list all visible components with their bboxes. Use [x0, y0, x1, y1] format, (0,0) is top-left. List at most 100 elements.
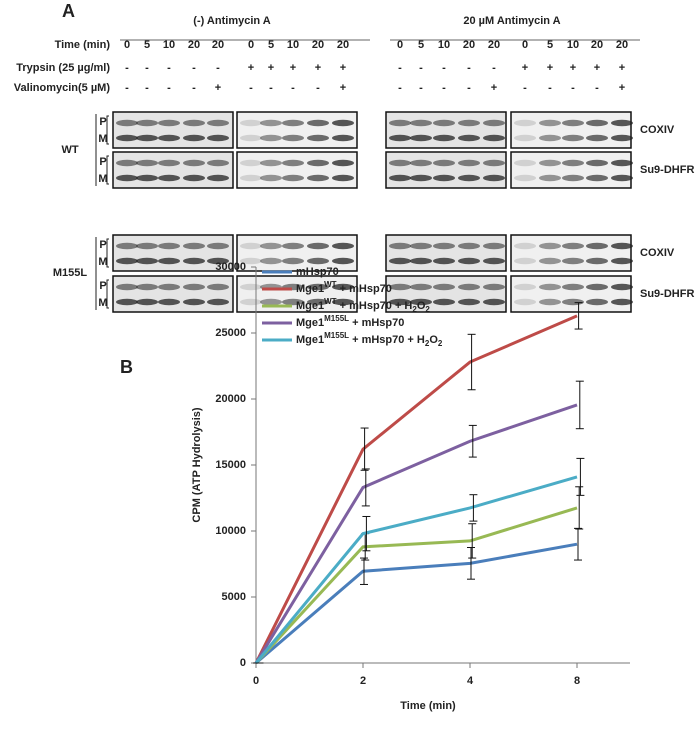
blot-band — [260, 257, 282, 265]
blot-band — [332, 134, 354, 142]
blot-band — [586, 174, 608, 182]
blot-band — [389, 119, 411, 127]
blot-background — [510, 151, 632, 189]
lane-label: 20 — [212, 39, 224, 51]
blot-band — [483, 283, 505, 291]
lane-label: - — [467, 82, 471, 94]
blot-band — [260, 298, 282, 306]
series-line — [254, 314, 578, 664]
lane-label: 20 — [312, 39, 324, 51]
lane-label: 10 — [567, 39, 579, 51]
blot-band — [332, 283, 354, 291]
legend-text: + mHsp70 — [349, 317, 404, 329]
blot-band — [586, 283, 608, 291]
blot-band — [483, 257, 505, 265]
blot-band — [483, 174, 505, 182]
blot-band — [307, 134, 329, 142]
blot-band — [158, 174, 180, 182]
error-bar — [467, 547, 475, 580]
lane-label: 0 — [248, 39, 254, 51]
blot-band — [514, 257, 536, 265]
blot-band — [282, 242, 304, 250]
blot-background — [236, 275, 358, 313]
error-bar — [469, 494, 478, 522]
blot-band — [332, 119, 354, 127]
blot-band — [183, 174, 205, 182]
blot-band — [158, 283, 180, 291]
band-label: P — [99, 116, 106, 128]
lane-label: - — [167, 82, 171, 94]
blot-band — [539, 298, 561, 306]
blot-band — [207, 257, 229, 265]
blot-band — [410, 257, 432, 265]
blot-band — [207, 242, 229, 250]
lane-label: - — [419, 82, 423, 94]
blot-band — [483, 159, 505, 167]
lane-label: - — [571, 82, 575, 94]
lane-label: + — [290, 62, 296, 74]
blot-band — [207, 174, 229, 182]
legend-text: O — [417, 300, 426, 312]
blot-band — [562, 298, 584, 306]
blot-band — [458, 174, 480, 182]
blot-band — [307, 298, 329, 306]
lane-label: - — [192, 62, 196, 74]
blot-background — [385, 111, 507, 149]
legend-text: WT — [324, 280, 337, 289]
blot-band — [562, 283, 584, 291]
blot-band — [307, 159, 329, 167]
blot-band — [389, 159, 411, 167]
error-bar — [576, 457, 585, 496]
legend-text: Mge1 — [296, 283, 324, 295]
blot-band — [307, 257, 329, 265]
band-bracket — [106, 115, 109, 145]
error-bar — [360, 557, 368, 585]
blot-band — [260, 174, 282, 182]
lane-label: - — [125, 82, 129, 94]
y-tick-label: 20000 — [215, 393, 246, 405]
blot-band — [514, 298, 536, 306]
blot-background — [236, 151, 358, 189]
lane-label: - — [548, 82, 552, 94]
protein-label: COXIV — [640, 124, 675, 136]
legend-text: M155L — [324, 314, 349, 323]
blot-band — [240, 134, 262, 142]
blot-band — [307, 174, 329, 182]
lane-label: - — [249, 82, 253, 94]
blot-band — [611, 134, 633, 142]
blot-band — [458, 134, 480, 142]
series-line — [254, 475, 578, 664]
blot-band — [586, 257, 608, 265]
x-tick-label: 8 — [574, 675, 580, 687]
blot-band — [410, 159, 432, 167]
lane-label: - — [316, 82, 320, 94]
condition-title: (-) Antimycin A — [193, 15, 270, 27]
lane-label: - — [216, 62, 220, 74]
blot-band — [183, 298, 205, 306]
lane-label: + — [547, 62, 553, 74]
blot-band — [282, 159, 304, 167]
lane-label: + — [594, 62, 600, 74]
blot-band — [260, 134, 282, 142]
lane-label: 20 — [488, 39, 500, 51]
blot-band — [539, 283, 561, 291]
blot-band — [611, 298, 633, 306]
band-label: P — [99, 280, 106, 292]
blot-band — [611, 283, 633, 291]
blot-band — [433, 298, 455, 306]
lane-label: - — [125, 62, 129, 74]
blot-band — [586, 134, 608, 142]
x-tick-label: 4 — [467, 675, 474, 687]
error-bar — [361, 468, 370, 507]
protein-label: Su9-DHFR — [640, 164, 694, 176]
blot-band — [116, 298, 138, 306]
legend-entry: mHsp70 — [296, 266, 339, 278]
lane-label: - — [442, 82, 446, 94]
lane-label: - — [419, 62, 423, 74]
blot-band — [332, 242, 354, 250]
legend-entry: Mge1M155L + mHsp70 — [296, 314, 404, 329]
band-label: M — [98, 173, 107, 185]
band-bracket — [106, 279, 109, 309]
blot-band — [332, 298, 354, 306]
blot-band — [458, 298, 480, 306]
